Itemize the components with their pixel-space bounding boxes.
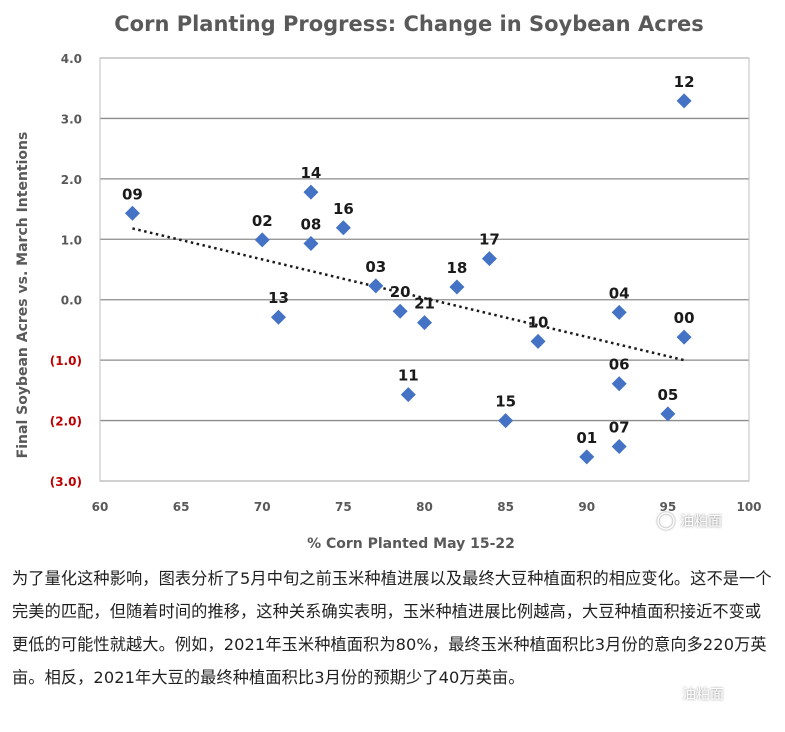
data-point-09	[124, 205, 140, 221]
point-label-06: 06	[609, 356, 630, 374]
y-tick-label: (2.0)	[50, 415, 82, 429]
y-tick-label: 3.0	[61, 112, 82, 126]
point-label-00: 00	[674, 309, 695, 327]
chart-title: Corn Planting Progress: Change in Soybea…	[114, 12, 704, 36]
data-point-16	[335, 220, 351, 236]
grid-lines	[100, 57, 749, 482]
point-label-04: 04	[609, 284, 630, 302]
point-label-11: 11	[398, 367, 419, 385]
caption-paragraph: 为了量化这种影响，图表分析了5月中旬之前玉米种植进展以及最终大豆种植面积的相应变…	[12, 569, 772, 687]
x-tick-label: 85	[497, 500, 514, 514]
point-label-13: 13	[268, 289, 289, 307]
x-tick-label: 90	[578, 500, 595, 514]
point-label-18: 18	[447, 259, 468, 277]
data-point-00	[676, 329, 692, 345]
y-axis-ticks: 4.0 3.0 2.0 1.0 0.0 (1.0) (2.0) (3.0)	[50, 52, 82, 489]
point-label-07: 07	[609, 419, 630, 437]
point-label-16: 16	[333, 200, 354, 218]
data-point-13	[270, 309, 286, 325]
x-tick-label: 100	[736, 500, 761, 514]
data-point-08	[303, 236, 319, 252]
point-label-09: 09	[122, 185, 143, 203]
data-point-02	[254, 232, 270, 248]
point-label-17: 17	[479, 231, 500, 249]
point-label-01: 01	[576, 429, 597, 447]
y-tick-label: 1.0	[61, 233, 82, 247]
point-label-15: 15	[495, 393, 516, 411]
data-point-05	[660, 406, 676, 422]
data-point-15	[498, 413, 514, 429]
data-point-18	[449, 279, 465, 295]
watermark-text: 油粕面	[680, 514, 722, 530]
data-point-03	[368, 278, 384, 294]
y-tick-label: 2.0	[61, 173, 82, 187]
data-point-06	[611, 376, 627, 392]
watermark: 油粕面	[657, 512, 722, 530]
x-tick-label: 65	[173, 500, 190, 514]
y-axis-label: Final Soybean Acres vs. March Intentions	[15, 132, 31, 459]
x-tick-label: 60	[92, 500, 109, 514]
x-tick-label: 75	[335, 500, 352, 514]
data-point-20	[392, 303, 408, 319]
data-point-07	[611, 439, 627, 455]
y-tick-label: (3.0)	[50, 475, 82, 489]
y-tick-label: (1.0)	[50, 354, 82, 368]
x-tick-label: 95	[660, 500, 677, 514]
point-label-14: 14	[300, 164, 321, 182]
y-tick-label: 0.0	[61, 294, 82, 308]
scatter-chart: Corn Planting Progress: Change in Soybea…	[15, 12, 762, 552]
x-tick-label: 70	[254, 500, 271, 514]
point-label-03: 03	[365, 258, 386, 276]
x-tick-label: 80	[416, 500, 433, 514]
point-label-21: 21	[414, 295, 435, 313]
point-label-05: 05	[657, 386, 678, 404]
data-point-01	[579, 449, 595, 465]
point-label-10: 10	[528, 313, 549, 331]
data-point-17	[481, 251, 497, 267]
data-point-04	[611, 304, 627, 320]
point-label-08: 08	[300, 216, 321, 234]
point-label-02: 02	[252, 212, 273, 230]
point-label-12: 12	[674, 73, 695, 91]
trendline	[132, 227, 685, 362]
x-axis-label: % Corn Planted May 15-22	[307, 536, 515, 552]
y-tick-label: 4.0	[61, 52, 82, 66]
watermark-bottom: 油粕面	[682, 687, 724, 703]
data-point-14	[303, 184, 319, 200]
plot-frame	[99, 57, 750, 482]
data-point-21	[417, 315, 432, 331]
data-point-12	[676, 93, 692, 109]
data-point-10	[530, 333, 546, 349]
data-point-11	[400, 387, 416, 403]
point-label-20: 20	[390, 283, 411, 301]
x-axis-ticks: 60 65 70 75 80 85 90 95 100	[92, 500, 762, 514]
